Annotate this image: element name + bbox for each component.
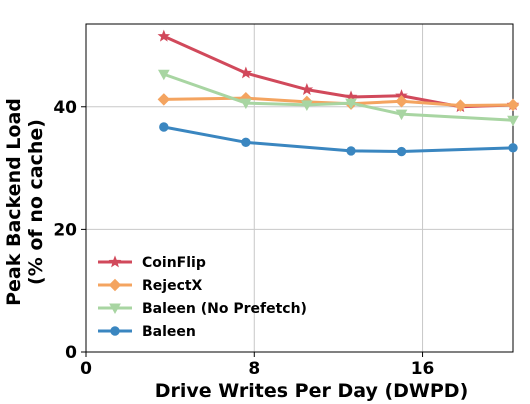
legend-swatch-marker xyxy=(110,326,120,336)
legend-entry-coinflip: CoinFlip xyxy=(98,255,206,271)
data-point-coinflip xyxy=(300,82,314,95)
legend-entry-baleen-no-prefetch: Baleen (No Prefetch) xyxy=(98,301,307,317)
data-point-baleen-no-prefetch xyxy=(240,98,252,110)
data-point-coinflip xyxy=(157,29,171,42)
plot-frame xyxy=(85,23,514,353)
data-point-rejectx xyxy=(395,95,408,108)
axis-ticks: 0 8 16 0 20 40 xyxy=(53,98,434,379)
legend-swatch-marker xyxy=(108,255,122,268)
data-point-rejectx xyxy=(454,99,467,112)
data-point-baleen-no-prefetch xyxy=(345,98,357,110)
series-layer xyxy=(157,29,520,157)
data-point-baleen-no-prefetch xyxy=(301,100,313,111)
y-tick-label: 40 xyxy=(53,98,77,118)
legend-swatch-marker xyxy=(108,278,122,292)
x-tick-label: 8 xyxy=(248,359,260,379)
data-point-rejectx xyxy=(506,98,520,112)
legend-entry-rejectx: RejectX xyxy=(98,278,203,294)
legend-label: Baleen (No Prefetch) xyxy=(142,301,307,317)
y-axis-label-line-2: (% of no cache) xyxy=(25,119,47,285)
data-point-baleen xyxy=(508,143,518,153)
legend-label: Baleen xyxy=(142,324,196,340)
data-point-coinflip xyxy=(239,66,253,79)
x-tick-label: 16 xyxy=(411,359,435,379)
series-baleen-no-prefetch xyxy=(157,69,519,127)
data-point-baleen xyxy=(241,137,251,148)
series-line-baleen xyxy=(163,125,514,154)
data-point-baleen xyxy=(159,122,169,132)
y-axis-label-line-1: Peak Backend Load xyxy=(3,98,25,306)
y-tick-label: 20 xyxy=(53,220,77,240)
legend-entry-baleen: Baleen xyxy=(98,324,196,340)
data-point-baleen-no-prefetch xyxy=(157,69,170,81)
data-point-baleen-no-prefetch xyxy=(507,115,519,127)
data-point-rejectx xyxy=(157,93,171,106)
x-tick-label: 0 xyxy=(80,359,92,379)
series-line-baleen-no-prefetch xyxy=(163,72,514,122)
y-tick-label: 0 xyxy=(65,343,77,363)
legend-label: CoinFlip xyxy=(142,255,206,271)
legend-label: RejectX xyxy=(142,278,203,294)
data-point-baleen-no-prefetch xyxy=(395,109,408,121)
legend: CoinFlip RejectX Baleen (No Prefetch) Balee… xyxy=(98,255,307,340)
legend-swatch-marker xyxy=(109,303,121,315)
series-line-coinflip xyxy=(163,34,514,109)
x-axis-label: Drive Writes Per Day (DWPD) xyxy=(155,380,469,402)
series-baleen xyxy=(159,122,518,157)
data-point-baleen xyxy=(396,146,407,157)
data-point-baleen xyxy=(346,146,356,156)
